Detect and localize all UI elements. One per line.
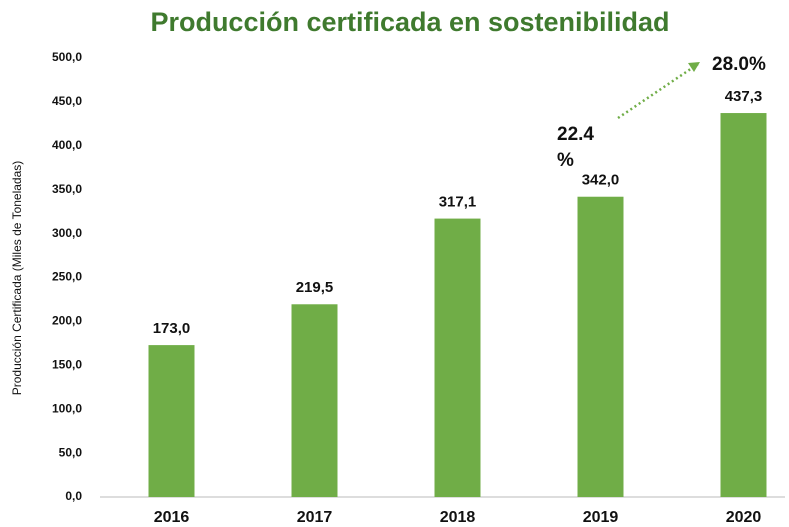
y-tick-label: 250,0: [52, 270, 82, 284]
bar: [291, 304, 338, 497]
y-tick-label: 50,0: [59, 445, 83, 459]
y-axis-label: Producción Certificada (Miles de Tonelad…: [10, 161, 24, 396]
value-label: 317,1: [439, 194, 477, 211]
y-tick-label: 0,0: [65, 489, 82, 503]
bar: [720, 113, 767, 497]
y-tick-label: 500,0: [52, 50, 82, 64]
chart-title: Producción certificada en sostenibilidad: [150, 7, 669, 37]
x-tick-label: 2017: [297, 509, 333, 526]
x-tick-label: 2019: [583, 509, 619, 526]
annotation: 28.0%: [712, 54, 766, 75]
value-label: 219,5: [296, 279, 334, 296]
y-tick-label: 100,0: [52, 401, 82, 415]
x-tick-label: 2016: [154, 509, 190, 526]
y-tick-label: 200,0: [52, 314, 82, 328]
bar: [577, 196, 624, 497]
y-tick-label: 450,0: [52, 94, 82, 108]
value-label: 342,0: [582, 172, 620, 189]
value-label: 173,0: [153, 320, 191, 337]
bar: [148, 345, 195, 497]
y-tick-label: 350,0: [52, 182, 82, 196]
y-tick-label: 300,0: [52, 226, 82, 240]
y-tick-label: 150,0: [52, 357, 82, 371]
arrow-head: [688, 62, 700, 72]
x-tick-label: 2018: [440, 509, 476, 526]
y-tick-label: 400,0: [52, 138, 82, 152]
arrow-line: [617, 62, 699, 120]
annotation: 22.4 %: [557, 124, 594, 171]
value-label: 437,3: [725, 88, 763, 105]
bar: [434, 218, 481, 498]
x-tick-label: 2020: [726, 509, 762, 526]
